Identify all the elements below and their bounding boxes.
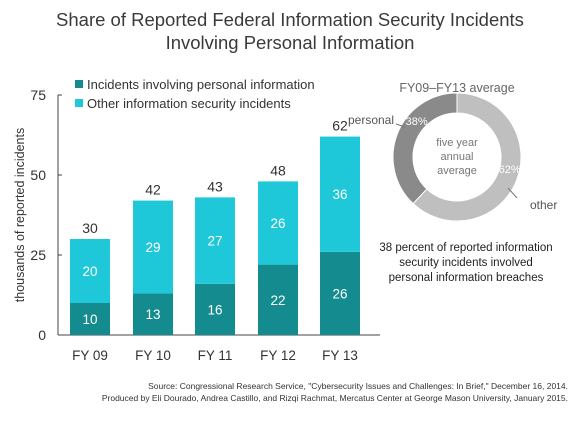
source-line-2: Produced by Eli Dourado, Andrea Castillo… — [101, 393, 568, 403]
bar-personal — [320, 251, 360, 335]
donut-label-other: other — [530, 198, 557, 212]
callout-line-personal — [395, 123, 406, 128]
donut-label-personal: personal — [348, 113, 394, 127]
bar-other-value: 27 — [207, 234, 222, 249]
bar-total-label: 43 — [207, 178, 223, 194]
chart-title-line-2: Involving Personal Information — [165, 32, 415, 53]
bar-personal-value: 26 — [332, 286, 347, 301]
bar-other — [133, 200, 173, 294]
y-tick-label: 75 — [30, 87, 46, 103]
legend-swatch-other — [75, 99, 83, 107]
legend-swatch-personal — [75, 80, 83, 88]
bar-total-label: 62 — [332, 118, 348, 134]
y-axis-label: thousands of reported incidents — [13, 128, 27, 302]
donut-slice-other — [412, 92, 522, 222]
bar-total-label: 48 — [270, 162, 286, 178]
source-line-1: Source: Congressional Research Service, … — [148, 381, 568, 391]
bar-other-value: 36 — [332, 187, 347, 202]
bar-personal — [195, 283, 235, 335]
bar-other — [70, 239, 110, 303]
bar-other-value: 26 — [270, 216, 285, 231]
donut-title: FY09–FY13 average — [399, 81, 514, 95]
donut-center-label: annual — [440, 151, 473, 163]
donut-note: 38 percent of reported information secur… — [379, 242, 553, 284]
bar-other — [195, 197, 235, 284]
x-tick-label: FY 10 — [135, 348, 171, 363]
bar-personal — [133, 293, 173, 335]
bar-other-value: 29 — [145, 240, 160, 255]
chart-title: Share of Reported Federal Information Se… — [0, 8, 580, 54]
x-tick-label: FY 09 — [72, 348, 108, 363]
callout-line-other — [507, 187, 518, 199]
bar-personal-value: 10 — [82, 312, 97, 327]
bar-other — [320, 136, 360, 252]
bar-personal-value: 13 — [145, 307, 160, 322]
bar-personal — [258, 264, 298, 335]
donut-center-label: average — [437, 165, 477, 177]
bar-personal-value: 16 — [207, 302, 222, 317]
chart-title-line-1: Share of Reported Federal Information Se… — [56, 9, 524, 30]
legend-label-other: Other information security incidents — [87, 96, 291, 111]
donut-value-other: 62% — [499, 164, 521, 176]
legend-label-personal: Incidents involving personal information — [87, 77, 315, 92]
bar-total-label: 42 — [145, 182, 161, 198]
y-tick-label: 50 — [30, 167, 46, 183]
x-tick-label: FY 11 — [198, 348, 233, 363]
bar-other — [258, 181, 298, 265]
donut-value-personal: 38% — [406, 116, 428, 128]
donut-center-label: five year — [436, 137, 478, 149]
bar-total-label: 30 — [82, 220, 98, 236]
bar-personal-value: 22 — [270, 293, 285, 308]
source-note: Source: Congressional Research Service, … — [102, 380, 568, 404]
bar-personal — [70, 303, 110, 335]
x-tick-label: FY 12 — [260, 348, 296, 363]
x-tick-label: FY 13 — [322, 348, 358, 363]
y-tick-label: 0 — [38, 327, 46, 343]
bar-other-value: 20 — [82, 264, 97, 279]
y-tick-label: 25 — [30, 247, 46, 263]
